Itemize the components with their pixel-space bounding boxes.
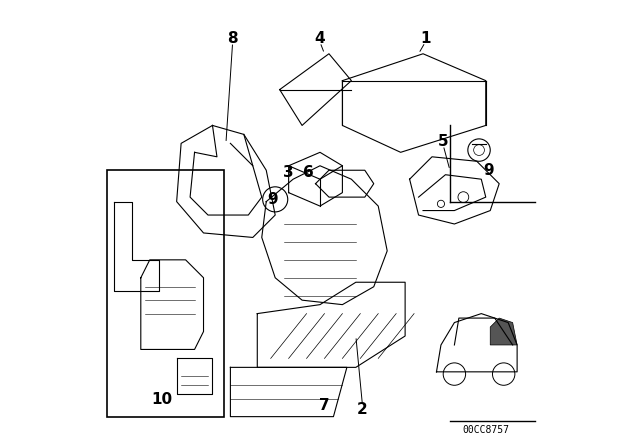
Text: 3: 3 [284, 165, 294, 180]
Text: 5: 5 [438, 134, 449, 149]
Text: 9: 9 [268, 192, 278, 207]
Text: 00CC8757: 00CC8757 [462, 425, 509, 435]
Text: 4: 4 [315, 30, 325, 46]
Text: 6: 6 [303, 165, 314, 180]
Text: 8: 8 [227, 30, 238, 46]
Polygon shape [490, 318, 517, 345]
Text: 7: 7 [319, 398, 330, 413]
Text: 10: 10 [152, 392, 173, 407]
Bar [108, 170, 224, 417]
Text: 1: 1 [420, 30, 431, 46]
Text: 2: 2 [357, 402, 368, 418]
Text: 9: 9 [484, 163, 494, 178]
